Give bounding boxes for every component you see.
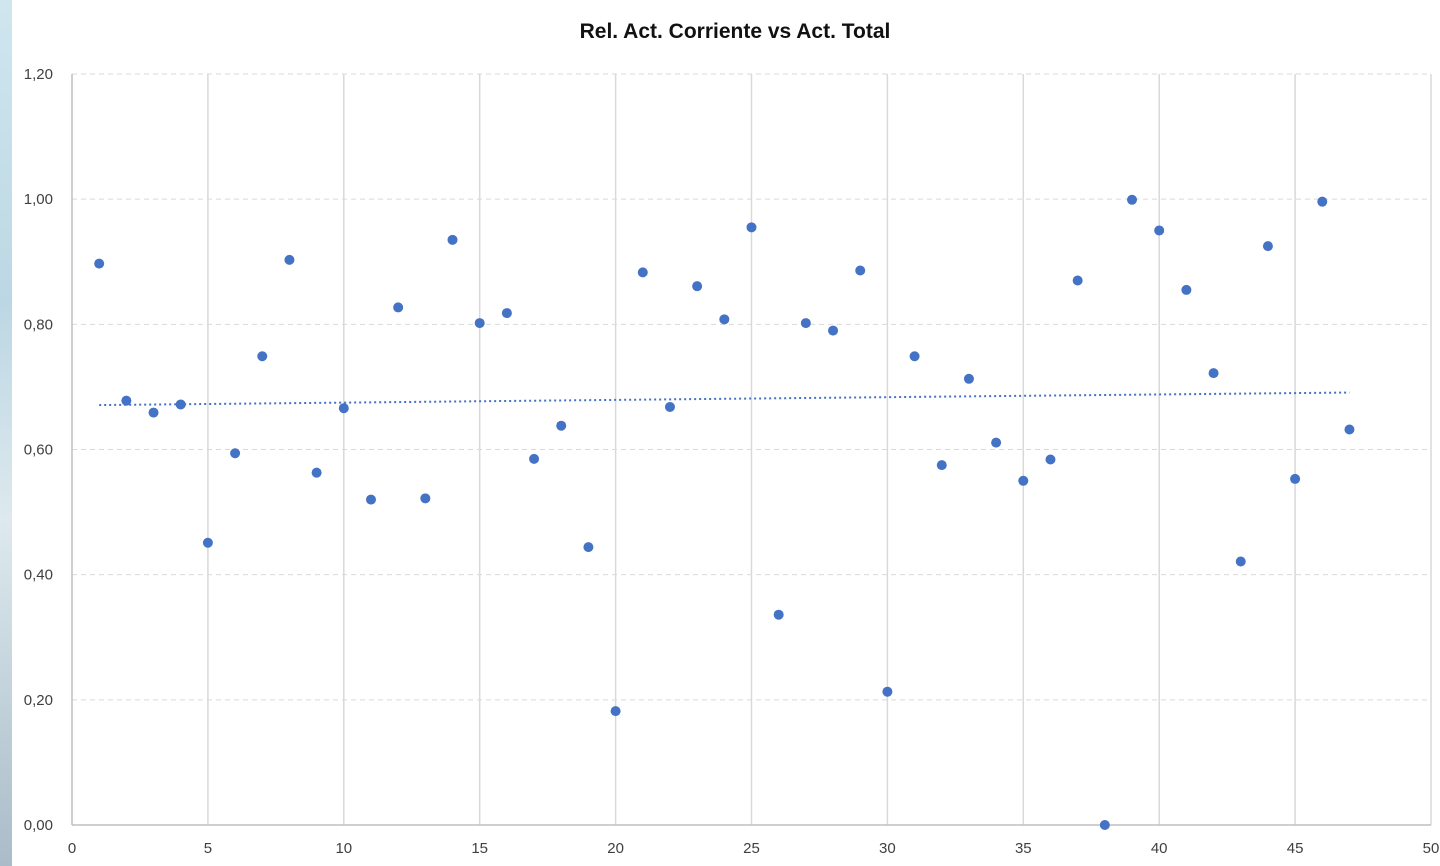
background-strip [0, 0, 12, 866]
data-point [1235, 556, 1246, 567]
data-point [94, 258, 105, 269]
data-point [311, 467, 322, 478]
data-point [420, 493, 431, 504]
data-point [338, 403, 349, 414]
data-point [1344, 424, 1355, 435]
y-tick-label: 0,60 [24, 442, 53, 459]
chart-title: Rel. Act. Corriente vs Act. Total [579, 20, 891, 43]
trendline-group [99, 391, 1350, 407]
data-point [1127, 194, 1138, 205]
y-tick-label: 0,20 [24, 692, 53, 709]
data-point [1072, 275, 1083, 286]
x-tick-label: 30 [879, 840, 896, 857]
data-point [719, 314, 730, 325]
data-point [882, 686, 893, 697]
data-point [746, 222, 757, 233]
data-point [284, 254, 295, 265]
data-point [202, 537, 213, 548]
x-tick-label: 5 [204, 840, 212, 857]
data-points [94, 194, 1355, 830]
trendline [99, 391, 1350, 407]
data-point [1208, 368, 1219, 379]
y-tick-label: 1,00 [24, 191, 53, 208]
data-point [447, 234, 458, 245]
data-point [230, 448, 241, 459]
x-tick-label: 0 [68, 840, 76, 857]
data-point [175, 399, 186, 410]
data-point [828, 325, 839, 336]
data-point [855, 265, 866, 276]
data-point [1018, 475, 1029, 486]
x-tick-label: 25 [743, 840, 760, 857]
axes [71, 74, 1431, 826]
data-point [637, 267, 648, 278]
data-point [529, 453, 540, 464]
data-point [692, 281, 703, 292]
data-point [556, 420, 567, 431]
data-point [963, 373, 974, 384]
data-point [664, 401, 675, 412]
data-point [909, 351, 920, 362]
x-tick-label: 35 [1015, 840, 1032, 857]
data-point [1045, 454, 1056, 465]
data-point [1181, 284, 1192, 295]
x-tick-label: 15 [471, 840, 488, 857]
y-tick-label: 0,40 [24, 567, 53, 584]
data-point [1154, 225, 1165, 236]
data-point [257, 351, 268, 362]
data-point [474, 318, 485, 329]
x-tick-label: 45 [1287, 840, 1304, 857]
x-tick-label: 10 [335, 840, 352, 857]
data-point [991, 437, 1002, 448]
data-point [936, 460, 947, 471]
data-point [800, 318, 811, 329]
data-point [610, 706, 621, 717]
data-point [121, 395, 132, 406]
grid-lines [72, 73, 1432, 825]
y-tick-label: 1,20 [24, 66, 53, 83]
data-point [583, 542, 594, 553]
data-point [1262, 241, 1273, 252]
data-point [393, 302, 404, 313]
data-point [1290, 473, 1301, 484]
y-tick-label: 0,00 [24, 817, 53, 834]
y-tick-label: 0,80 [24, 316, 53, 333]
x-tick-label: 20 [607, 840, 624, 857]
data-point [773, 609, 784, 620]
data-point [1317, 196, 1328, 207]
data-point [1099, 820, 1110, 830]
data-point [501, 308, 512, 319]
x-tick-label: 50 [1423, 840, 1440, 857]
data-point [365, 494, 376, 505]
tick-labels: 0,00 0,20 0,40 0,60 0,80 1,00 1,20 0 5 10 15 20 25 30… [24, 66, 1440, 857]
x-tick-label: 40 [1151, 840, 1168, 857]
data-point [148, 407, 159, 418]
